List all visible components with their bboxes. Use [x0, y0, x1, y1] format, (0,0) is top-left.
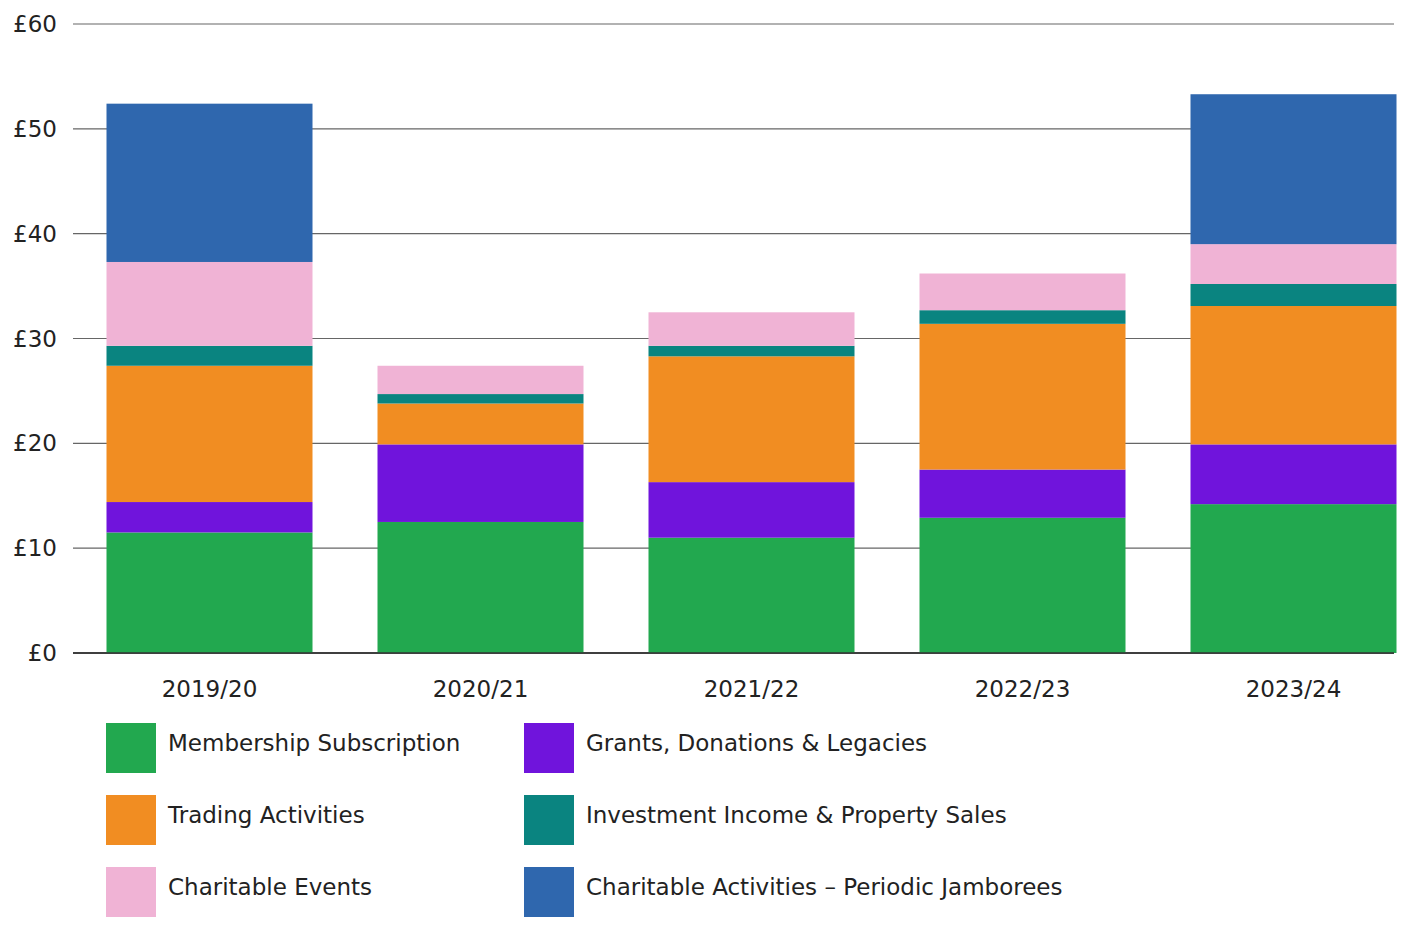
bar-segment	[378, 394, 584, 403]
bar-segment	[378, 366, 584, 394]
legend-label: Charitable Events	[168, 874, 372, 900]
bar-segment	[107, 104, 313, 262]
y-tick-label: £40	[13, 221, 57, 247]
legend-label: Grants, Donations & Legacies	[586, 730, 927, 756]
bar-segment	[920, 470, 1126, 518]
bar-segment	[378, 365, 584, 366]
bar-segment	[107, 366, 313, 502]
x-axis-line	[73, 652, 1394, 654]
y-tick-label: £50	[13, 116, 57, 142]
x-tick-label: 2022/23	[975, 676, 1071, 702]
bar-segment	[649, 356, 855, 482]
legend-label: Trading Activities	[167, 802, 365, 828]
bar-segment	[1191, 244, 1397, 284]
x-tick-label: 2020/21	[433, 676, 529, 702]
bar-segment	[378, 522, 584, 653]
y-tick-label: £0	[28, 640, 57, 666]
legend-swatch	[524, 795, 574, 845]
bar-segment	[649, 538, 855, 653]
y-tick-label: £20	[13, 430, 57, 456]
bar-segment	[649, 482, 855, 538]
legend-label: Membership Subscription	[168, 730, 460, 756]
bar-segment	[378, 444, 584, 522]
bar-segment	[920, 324, 1126, 470]
legend-swatch	[106, 795, 156, 845]
legend-swatch	[524, 723, 574, 773]
bar-segment	[107, 532, 313, 653]
grid-line	[73, 23, 1394, 24]
bars	[107, 94, 1397, 653]
y-tick-label: £30	[13, 326, 57, 352]
bar-segment	[649, 346, 855, 356]
bar-segment	[1191, 444, 1397, 504]
bar-segment	[1191, 284, 1397, 306]
bar-segment	[649, 312, 855, 346]
grid-line	[73, 652, 1394, 654]
bar-segment	[107, 262, 313, 346]
y-tick-label: £60	[13, 11, 57, 37]
bar-segment	[107, 502, 313, 532]
bar-segment	[649, 312, 855, 313]
x-tick-label: 2019/20	[162, 676, 258, 702]
bar-segment	[920, 273, 1126, 274]
legend-label: Investment Income & Property Sales	[586, 802, 1007, 828]
bar-segment	[920, 274, 1126, 311]
bar-segment	[378, 403, 584, 444]
legend-swatch	[106, 867, 156, 917]
bar-segment	[920, 518, 1126, 653]
x-tick-label: 2021/22	[704, 676, 800, 702]
y-tick-label: £10	[13, 535, 57, 561]
bar-segment	[107, 346, 313, 366]
legend-swatch	[106, 723, 156, 773]
legend-swatch	[524, 867, 574, 917]
legend-label: Charitable Activities – Periodic Jambore…	[586, 874, 1062, 900]
x-tick-label: 2023/24	[1246, 676, 1342, 702]
bar-segment	[1191, 504, 1397, 653]
legend: Membership Subscription Grants, Donations…	[106, 723, 1062, 917]
bar-segment	[920, 310, 1126, 324]
bar-segment	[1191, 306, 1397, 444]
chart: £0 £10 £20 £30 £40 £50 £60 2019/20 2020/21 2021/2…	[0, 0, 1410, 930]
bar-segment	[1191, 94, 1397, 244]
